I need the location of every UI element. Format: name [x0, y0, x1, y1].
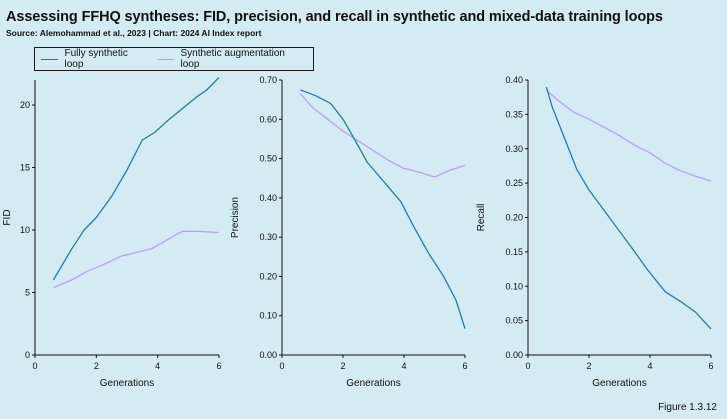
y-tick-label: 15 [20, 163, 30, 173]
series-line-synthetic-augmentation [53, 230, 220, 289]
chart-panel-fid: 0 5 10 15 20 0 2 4 6 Generations FID [2, 77, 222, 389]
x-tick-label: 2 [586, 361, 591, 371]
y-tick-label: 10 [20, 225, 30, 235]
chart-source: Source: Alemohammad et al., 2023 | Chart… [6, 28, 262, 38]
legend: Fully synthetic loop Synthetic augmentat… [34, 47, 314, 71]
y-tick-label: 0.00 [505, 350, 523, 360]
y-tick-label: 0.30 [259, 232, 277, 242]
series-line-fully-synthetic [52, 77, 220, 281]
legend-swatch [41, 58, 59, 60]
y-tick-label: 0.10 [259, 311, 277, 321]
y-tick-label: 0.20 [505, 213, 523, 223]
x-tick-label: 6 [216, 361, 221, 371]
x-tick-label: 4 [401, 361, 406, 371]
legend-item-fully-synthetic: Fully synthetic loop [41, 48, 147, 70]
y-tick-label: 0.50 [259, 154, 277, 164]
x-tick-label: 4 [155, 361, 160, 371]
y-tick-label: 0.10 [505, 281, 523, 291]
y-tick-label: 5 [25, 288, 30, 298]
y-tick-label: 0.70 [259, 75, 277, 85]
y-tick-label: 0.35 [505, 109, 523, 119]
legend-item-synthetic-augmentation: Synthetic augmentation loop [157, 48, 303, 70]
series-line-fully-synthetic [300, 89, 466, 329]
x-tick-label: 6 [708, 361, 713, 371]
y-axis-label: FID [2, 209, 13, 225]
y-tick-label: 0.40 [259, 193, 277, 203]
y-tick-label: 0.00 [259, 350, 277, 360]
x-tick-label: 4 [647, 361, 652, 371]
y-axis-label: Recall [476, 204, 487, 232]
series-line-fully-synthetic [545, 86, 712, 330]
y-tick-label: 0.60 [259, 114, 277, 124]
y-tick-label: 0.40 [505, 75, 523, 85]
y-tick-label: 20 [20, 100, 30, 110]
chart-panel-recall: 0.00 0.05 0.10 0.15 0.20 0.25 0.30 0.35 0.40 0 2 4 6… [476, 75, 714, 389]
x-tick-label: 0 [279, 361, 284, 371]
x-tick-label: 0 [32, 361, 37, 371]
figure-label: Figure 1.3.12 [658, 402, 717, 413]
x-axis-label: Generations [592, 378, 646, 389]
legend-label: Synthetic augmentation loop [180, 48, 285, 70]
legend-swatch [157, 58, 175, 60]
chart-title: Assessing FFHQ syntheses: FID, precision… [6, 9, 663, 25]
y-axis-label: Precision [230, 197, 241, 238]
legend-label: Fully synthetic loop [64, 48, 128, 70]
x-tick-label: 2 [94, 361, 99, 371]
x-axis-label: Generations [346, 378, 400, 389]
series-line-synthetic-augmentation [299, 93, 466, 178]
y-tick-label: 0.20 [259, 271, 277, 281]
series-line-synthetic-augmentation [545, 89, 712, 182]
chart-panel-precision: 0.00 0.10 0.20 0.30 0.40 0.50 0.60 0.70 0 2 4 6 Gene… [230, 75, 468, 389]
y-tick-label: 0 [25, 350, 30, 360]
x-tick-label: 6 [462, 361, 467, 371]
x-tick-label: 0 [525, 361, 530, 371]
x-axis-label: Generations [100, 378, 154, 389]
y-tick-label: 0.05 [505, 316, 523, 326]
y-tick-label: 0.30 [505, 144, 523, 154]
x-tick-label: 2 [340, 361, 345, 371]
y-tick-label: 0.15 [505, 247, 523, 257]
y-tick-label: 0.25 [505, 178, 523, 188]
